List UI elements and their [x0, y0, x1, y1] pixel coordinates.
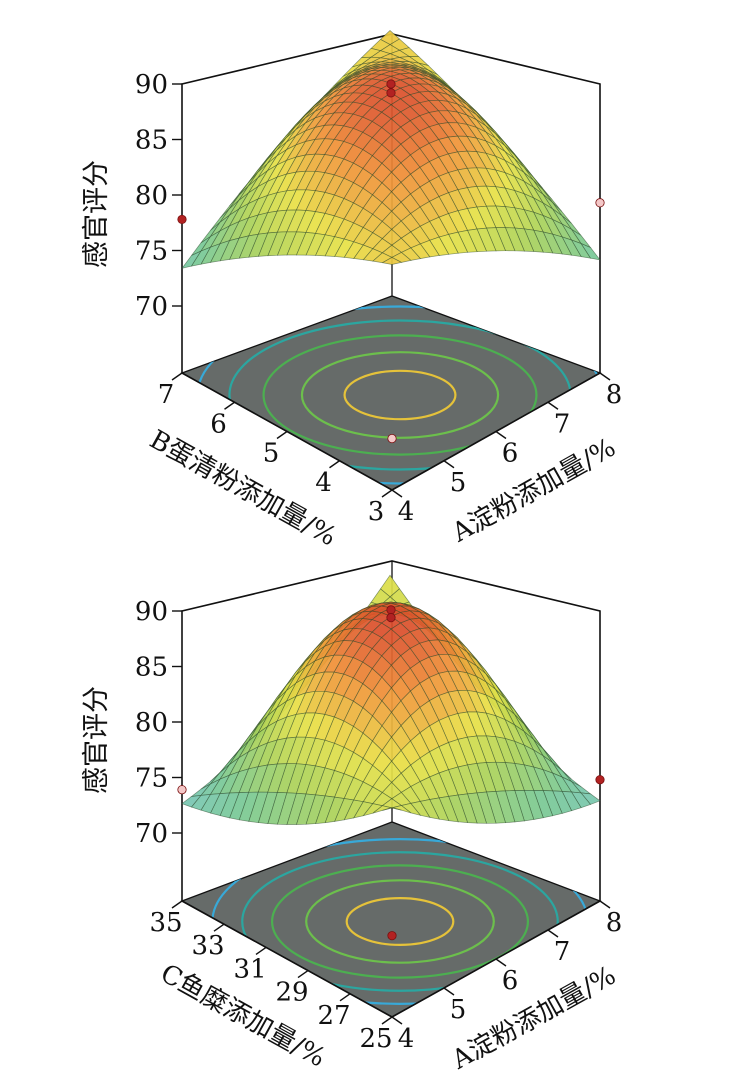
x-tick-label: 5 — [450, 468, 467, 498]
design-point — [387, 433, 397, 444]
response-surface — [181, 30, 601, 269]
x-tick-mark — [547, 929, 559, 938]
design-point — [387, 931, 397, 941]
y-tick-mark — [339, 993, 351, 1002]
design-point — [595, 775, 605, 785]
z-tick-label: 75 — [135, 237, 168, 267]
y-tick-mark — [224, 401, 235, 410]
x-tick-mark — [391, 1016, 403, 1025]
y-tick-label: 25 — [359, 1024, 392, 1054]
x-tick-label: 8 — [606, 908, 623, 938]
design-point — [386, 605, 396, 615]
y-tick-label: 35 — [149, 908, 182, 938]
y-tick-label: 6 — [210, 409, 227, 439]
z-tick-label: 85 — [135, 653, 168, 683]
y-tick-mark — [255, 946, 267, 955]
y-tick-label: 3 — [368, 497, 385, 527]
design-point — [386, 88, 396, 98]
surface-patch — [382, 806, 402, 811]
x-tick-label: 4 — [398, 497, 415, 527]
x-axis-label: A淀粉添加量/% — [446, 433, 620, 549]
contour-line — [241, 851, 559, 992]
response-surface — [181, 574, 601, 825]
contour-line — [305, 879, 495, 964]
z-tick-label: 85 — [135, 126, 168, 156]
x-tick-label: 4 — [398, 1024, 415, 1054]
z-axis-label: 感官评分 — [81, 160, 112, 268]
x-tick-mark — [443, 987, 455, 996]
z-tick-label: 90 — [135, 597, 168, 627]
y-tick-label: 27 — [317, 1001, 350, 1031]
response-surface-chart-2: 456782527293133357075808590感官评分A淀粉添加量/%C… — [81, 560, 623, 1076]
contour-line — [270, 864, 530, 979]
x-tick-label: 7 — [554, 409, 571, 439]
design-point — [386, 613, 396, 623]
y-tick-mark — [381, 1016, 393, 1025]
x-axis-label: A淀粉添加量/% — [446, 961, 621, 1076]
y-tick-label: 4 — [315, 468, 332, 498]
y-tick-mark — [171, 900, 183, 909]
design-point — [595, 198, 605, 208]
x-tick-label: 7 — [554, 937, 571, 967]
y-tick-label: 33 — [191, 931, 224, 961]
design-point — [177, 214, 187, 225]
x-tick-label: 5 — [450, 995, 467, 1025]
z-tick-label: 80 — [135, 708, 168, 738]
z-tick-label: 70 — [135, 292, 168, 322]
y-tick-label: 29 — [275, 978, 308, 1008]
z-tick-label: 80 — [135, 181, 168, 211]
contour-line — [345, 896, 455, 946]
y-tick-mark — [276, 430, 288, 440]
y-tick-label: 7 — [158, 380, 175, 410]
y-tick-label: 5 — [263, 439, 280, 469]
x-tick-label: 6 — [502, 966, 519, 996]
x-tick-mark — [599, 900, 611, 909]
contour-line — [262, 334, 538, 456]
surface-patch — [381, 257, 403, 265]
response-surface-chart-1: 45678345677075808590感官评分A淀粉添加量/%B蛋清粉添加量/… — [81, 30, 623, 552]
design-point — [177, 785, 187, 795]
y-axis-line — [181, 900, 393, 1018]
x-tick-mark — [443, 460, 455, 469]
z-tick-label: 75 — [135, 764, 168, 794]
y-tick-mark — [213, 923, 225, 932]
x-tick-label: 8 — [606, 380, 623, 410]
contour-line — [300, 351, 500, 439]
y-tick-mark — [297, 970, 309, 979]
z-tick-label: 90 — [135, 70, 168, 100]
y-tick-mark — [381, 489, 393, 498]
y-tick-mark — [329, 460, 340, 469]
x-tick-mark — [599, 372, 611, 381]
design-point — [386, 79, 396, 89]
y-tick-mark — [171, 372, 183, 381]
y-tick-label: 31 — [233, 954, 266, 984]
x-tick-mark — [495, 430, 507, 440]
x-tick-mark — [391, 489, 403, 498]
x-tick-label: 6 — [502, 439, 519, 469]
contour-line — [343, 369, 457, 421]
x-tick-mark — [495, 958, 507, 967]
z-axis-label: 感官评分 — [81, 686, 112, 794]
x-tick-mark — [547, 401, 559, 410]
z-tick-label: 70 — [135, 819, 168, 849]
